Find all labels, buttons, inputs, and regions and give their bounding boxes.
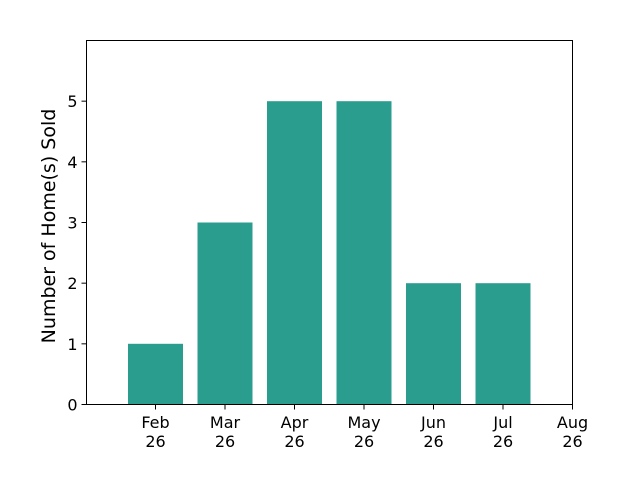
x-tick-label: Aug 26	[557, 413, 588, 451]
x-tick-label: May 26	[347, 413, 380, 451]
bar-apr	[267, 101, 322, 405]
y-tick-label: 0	[67, 396, 77, 415]
bar-mar	[197, 222, 253, 405]
y-axis: 0 1 2 3 4 5	[67, 92, 87, 415]
bar-feb	[128, 343, 183, 405]
bar-jun	[406, 283, 461, 405]
bars-group	[128, 101, 531, 405]
y-tick-label: 1	[67, 335, 77, 354]
x-tick-label: Jun 26	[420, 413, 446, 451]
y-tick-label: 2	[67, 274, 77, 293]
y-tick-label: 5	[67, 92, 77, 111]
x-tick-label: Jul 26	[492, 413, 513, 451]
x-tick-label: Apr 26	[281, 413, 309, 451]
y-axis-title: Number of Home(s) Sold	[38, 109, 60, 344]
x-tick-label: Feb 26	[141, 413, 169, 451]
bar-may	[336, 101, 392, 405]
bar-jul	[475, 283, 531, 405]
y-tick-label: 3	[67, 214, 77, 233]
x-axis: Feb 26 Mar 26 Apr 26 May 26 Jun 26 Jul 26 Aug 26	[141, 404, 588, 451]
x-tick-label: Mar 26	[210, 413, 241, 451]
y-tick-label: 4	[67, 153, 77, 172]
